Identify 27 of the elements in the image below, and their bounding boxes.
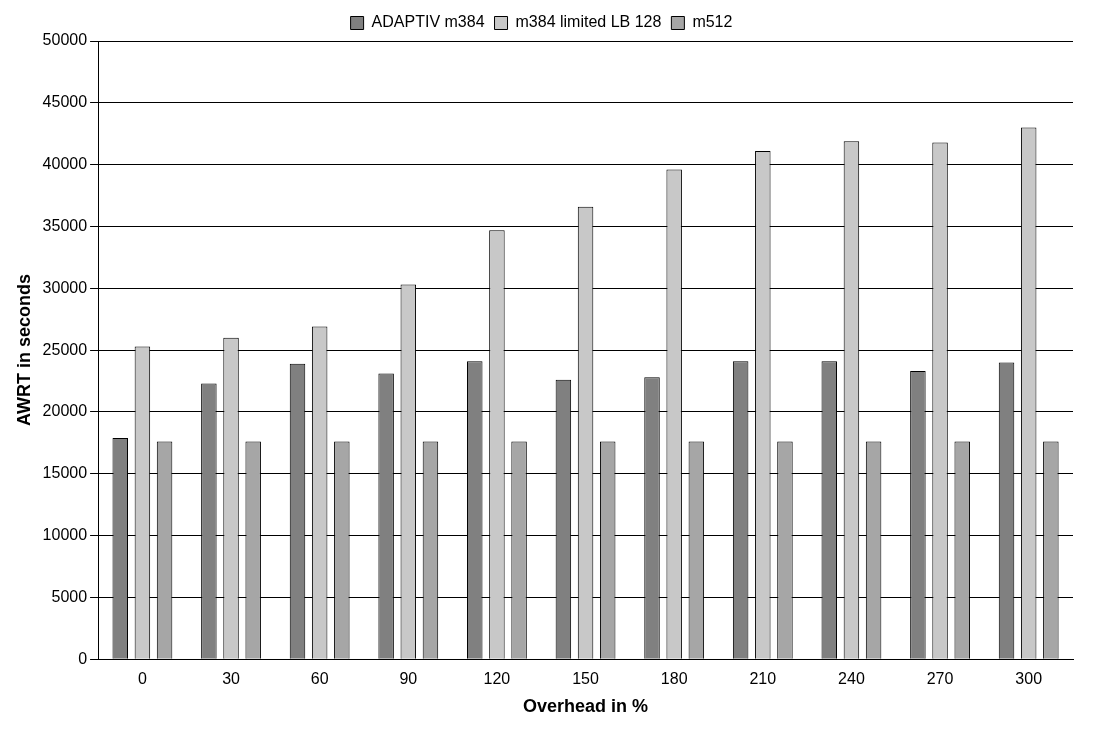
- x-tick-label: 60: [310, 670, 329, 688]
- y-tick-label: 5000: [51, 587, 88, 605]
- x-tick-label: 150: [572, 670, 599, 688]
- y-tick-label: 40000: [42, 155, 88, 173]
- y-tick-label: 30000: [42, 278, 88, 296]
- y-tick-label: 15000: [42, 464, 88, 482]
- x-tick-label: 120: [483, 670, 511, 688]
- y-tick-label: 45000: [42, 93, 88, 111]
- x-tick-label: 0: [137, 670, 147, 688]
- x-axis-title: Overhead in %: [523, 696, 649, 717]
- x-tick-label: 270: [926, 670, 954, 688]
- y-tick-label: 25000: [42, 340, 88, 358]
- y-tick-label: 10000: [42, 525, 88, 543]
- x-tick-label: 240: [838, 670, 865, 688]
- legend-label: m384 limited LB 128: [515, 13, 662, 31]
- x-tick-label: 90: [399, 670, 418, 688]
- y-tick-label: 0: [78, 649, 88, 667]
- y-tick-label: 20000: [42, 402, 88, 420]
- x-tick-label: 300: [1015, 670, 1043, 688]
- x-tick-label: 30: [222, 670, 241, 688]
- legend-label: m512: [692, 13, 733, 31]
- y-axis-title: AWRT in seconds: [13, 274, 34, 427]
- y-tick-label: 50000: [42, 31, 88, 49]
- legend-label: ADAPTIV m384: [371, 13, 485, 31]
- x-tick-label: 180: [660, 670, 688, 688]
- x-tick-label: 210: [749, 670, 777, 688]
- y-tick-label: 35000: [42, 216, 88, 234]
